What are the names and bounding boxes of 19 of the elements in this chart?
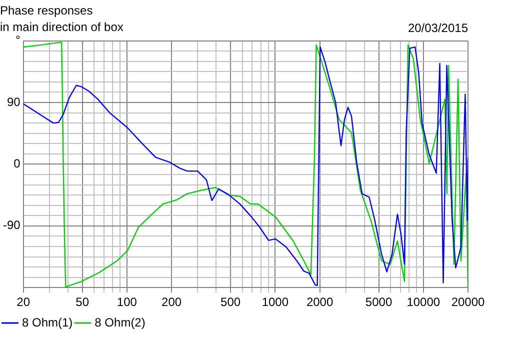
chart-subtitle: in main direction of box [0, 20, 124, 34]
legend-label: 8 Ohm(2) [94, 315, 146, 330]
x-tick-label: 50 [76, 295, 90, 310]
x-tick-label: 20000 [451, 295, 486, 310]
legend-label: 8 Ohm(1) [22, 315, 73, 330]
x-tick-label: 20 [16, 295, 30, 310]
x-tick-label: 10000 [406, 295, 440, 310]
chart-title: Phase responses [0, 4, 93, 18]
x-tick-label: 1000 [262, 295, 289, 310]
y-tick-label: -90 [3, 218, 21, 232]
x-tick-label: 500 [220, 295, 241, 310]
y-tick-label: 90 [6, 94, 21, 109]
x-tick-label: 5000 [365, 295, 392, 310]
y-tick-label: 0 [14, 156, 21, 171]
x-tick-label: 100 [116, 295, 138, 310]
x-tick-label: 200 [162, 295, 182, 310]
text: 20/03/2015 [408, 21, 468, 35]
y-tick-label: ° [16, 33, 21, 48]
x-tick-label: 2000 [306, 295, 334, 310]
